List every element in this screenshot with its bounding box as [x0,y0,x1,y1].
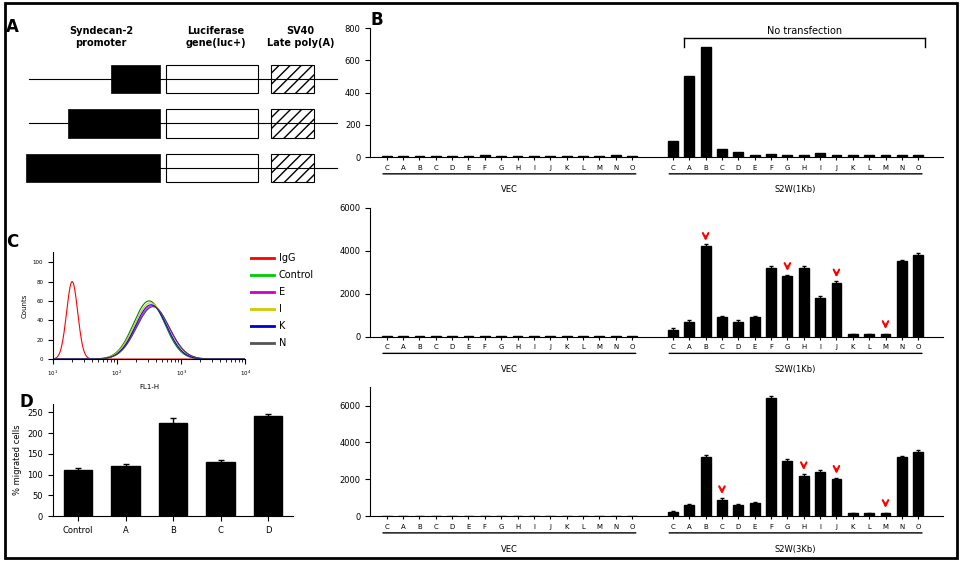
Text: A: A [6,19,19,36]
Bar [798,268,808,337]
Bar [749,503,759,516]
Bar [765,154,776,157]
Bar [26,154,160,182]
Bar [863,334,874,337]
Bar [765,398,776,516]
Bar [166,65,258,93]
Bar [896,155,906,157]
Bar [863,155,874,157]
Bar [683,76,694,157]
Bar [814,153,825,157]
Bar [830,283,841,337]
Bar [667,512,678,516]
Text: I: I [279,304,282,314]
Bar [716,149,727,157]
Bar [814,472,825,516]
Bar [732,321,743,337]
Text: Control: Control [279,270,314,280]
Bar [781,155,792,157]
Bar [271,154,313,182]
Bar [749,318,759,337]
Text: D: D [19,393,33,411]
Text: IgG: IgG [279,253,295,263]
Bar [765,268,776,337]
Y-axis label: Counts: Counts [21,293,27,318]
Text: N: N [279,338,286,348]
Bar [480,155,489,157]
Text: E: E [279,287,284,297]
Bar [863,513,874,516]
Bar [912,452,923,516]
Bar [814,298,825,337]
X-axis label: FL1-H: FL1-H [139,384,159,390]
Bar [716,318,727,337]
Bar [732,152,743,157]
Bar [896,261,906,337]
Bar [732,505,743,516]
Bar [111,466,139,516]
Bar [847,155,857,157]
Bar [254,416,283,516]
Bar [271,109,313,137]
Text: No transfection: No transfection [766,26,841,36]
Bar [879,513,890,516]
Bar [610,155,620,157]
Bar [111,65,160,93]
Text: Luciferase
gene(luc+): Luciferase gene(luc+) [185,26,246,48]
Text: Syndecan-2
promoter: Syndecan-2 promoter [69,26,133,48]
Text: S2W(3Kb): S2W(3Kb) [774,545,816,554]
Text: SV40
Late poly(A): SV40 Late poly(A) [266,26,333,48]
Bar [798,476,808,516]
Bar [830,479,841,516]
Bar [781,277,792,337]
Bar [683,321,694,337]
Text: S2W(1Kb): S2W(1Kb) [774,186,816,195]
Bar [159,422,187,516]
Text: S2W(1Kb): S2W(1Kb) [774,365,816,374]
Bar [912,155,923,157]
Text: K: K [279,321,285,331]
Bar [683,505,694,516]
Bar [879,155,890,157]
Bar [798,155,808,157]
Text: C: C [6,233,18,251]
Text: VEC: VEC [501,186,517,195]
Bar [749,155,759,157]
Y-axis label: % migrated cells: % migrated cells [12,425,22,495]
Text: VEC: VEC [501,365,517,374]
Bar [271,65,313,93]
Bar [700,246,710,337]
Bar [830,155,841,157]
Bar [700,457,710,516]
Bar [667,141,678,157]
Bar [667,330,678,337]
Text: VEC: VEC [501,545,517,554]
Bar [207,462,234,516]
Bar [847,334,857,337]
Bar [166,154,258,182]
Bar [896,457,906,516]
Bar [781,461,792,516]
Bar [63,471,92,516]
Bar [166,109,258,137]
Bar [912,255,923,337]
Bar [700,48,710,157]
Bar [716,499,727,516]
Bar [879,334,890,337]
Bar [847,513,857,516]
Bar [68,109,160,137]
Text: B: B [370,11,382,29]
